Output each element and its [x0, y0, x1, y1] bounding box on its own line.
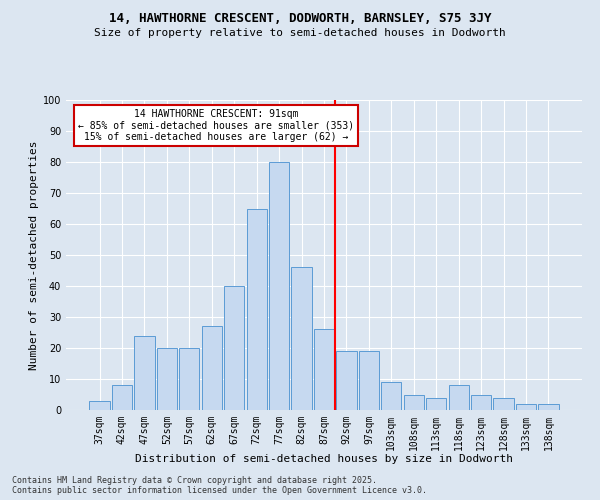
- Bar: [247, 208, 267, 410]
- Bar: [538, 404, 559, 410]
- X-axis label: Distribution of semi-detached houses by size in Dodworth: Distribution of semi-detached houses by …: [135, 454, 513, 464]
- Bar: [112, 385, 132, 410]
- Bar: [471, 394, 491, 410]
- Bar: [157, 348, 177, 410]
- Bar: [292, 268, 311, 410]
- Bar: [493, 398, 514, 410]
- Bar: [202, 326, 222, 410]
- Text: 14 HAWTHORNE CRESCENT: 91sqm
← 85% of semi-detached houses are smaller (353)
15%: 14 HAWTHORNE CRESCENT: 91sqm ← 85% of se…: [78, 110, 355, 142]
- Bar: [179, 348, 199, 410]
- Bar: [337, 351, 356, 410]
- Bar: [449, 385, 469, 410]
- Y-axis label: Number of semi-detached properties: Number of semi-detached properties: [29, 140, 38, 370]
- Bar: [359, 351, 379, 410]
- Bar: [224, 286, 244, 410]
- Bar: [314, 330, 334, 410]
- Bar: [516, 404, 536, 410]
- Bar: [404, 394, 424, 410]
- Bar: [426, 398, 446, 410]
- Bar: [269, 162, 289, 410]
- Text: 14, HAWTHORNE CRESCENT, DODWORTH, BARNSLEY, S75 3JY: 14, HAWTHORNE CRESCENT, DODWORTH, BARNSL…: [109, 12, 491, 26]
- Text: Size of property relative to semi-detached houses in Dodworth: Size of property relative to semi-detach…: [94, 28, 506, 38]
- Bar: [89, 400, 110, 410]
- Bar: [134, 336, 155, 410]
- Bar: [381, 382, 401, 410]
- Text: Contains HM Land Registry data © Crown copyright and database right 2025.
Contai: Contains HM Land Registry data © Crown c…: [12, 476, 427, 495]
